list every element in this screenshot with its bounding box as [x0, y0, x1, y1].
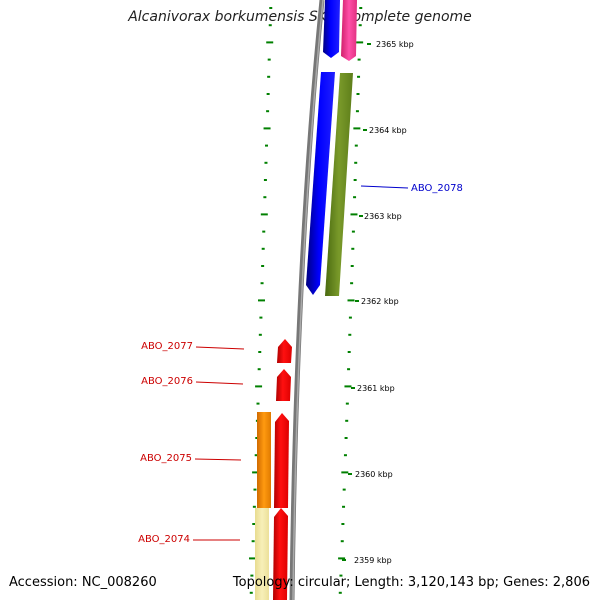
genome-summary: Topology: circular; Length: 3,120,143 bp… [232, 575, 590, 590]
tick-label-2363: 2363 kbp [364, 212, 402, 221]
gene-label-ABO_2075[interactable]: ABO_2075 [140, 453, 192, 464]
yellow-feature [255, 508, 269, 600]
gene-label-ABO_2078[interactable]: ABO_2078 [411, 183, 463, 194]
gene-label-ABO_2074[interactable]: ABO_2074 [138, 534, 190, 545]
red-feature-ABO_2077 [277, 339, 292, 363]
tick-label-2359: 2359 kbp [354, 556, 392, 565]
red-feature-ABO_2076 [276, 369, 291, 401]
olive-feature [325, 73, 353, 296]
red-feature-ABO_2075 [274, 413, 289, 508]
genome-backbone [289, 0, 325, 600]
orange-feature [257, 412, 271, 508]
right-tick-track [338, 7, 364, 594]
red-feature-ABO_2074 [273, 508, 288, 600]
gene-label-ABO_2077[interactable]: ABO_2077 [141, 341, 193, 352]
accession-label: Accession: NC_008260 [9, 575, 157, 590]
blue-feature-top [323, 0, 340, 58]
tick-label-2360: 2360 kbp [355, 470, 393, 479]
genome-backbone-highlight [292, 0, 324, 600]
gene-label-ABO_2076[interactable]: ABO_2076 [141, 376, 193, 387]
tick-label-2361: 2361 kbp [357, 384, 395, 393]
gene-labels: ABO_2078 ABO_2077 ABO_2076 ABO_2075 ABO_… [138, 183, 463, 545]
ruler-labels: 2365 kbp 2364 kbp 2363 kbp 2362 kbp 2361… [342, 40, 414, 565]
tick-label-2362: 2362 kbp [361, 297, 399, 306]
tick-label-2364: 2364 kbp [369, 126, 407, 135]
left-tick-track [249, 7, 274, 594]
genome-title: Alcanivorax borkumensis SK2, complete ge… [128, 9, 472, 25]
magenta-feature [341, 0, 357, 61]
blue-feature-ABO_2078 [306, 72, 335, 295]
tick-label-2365: 2365 kbp [376, 40, 414, 49]
